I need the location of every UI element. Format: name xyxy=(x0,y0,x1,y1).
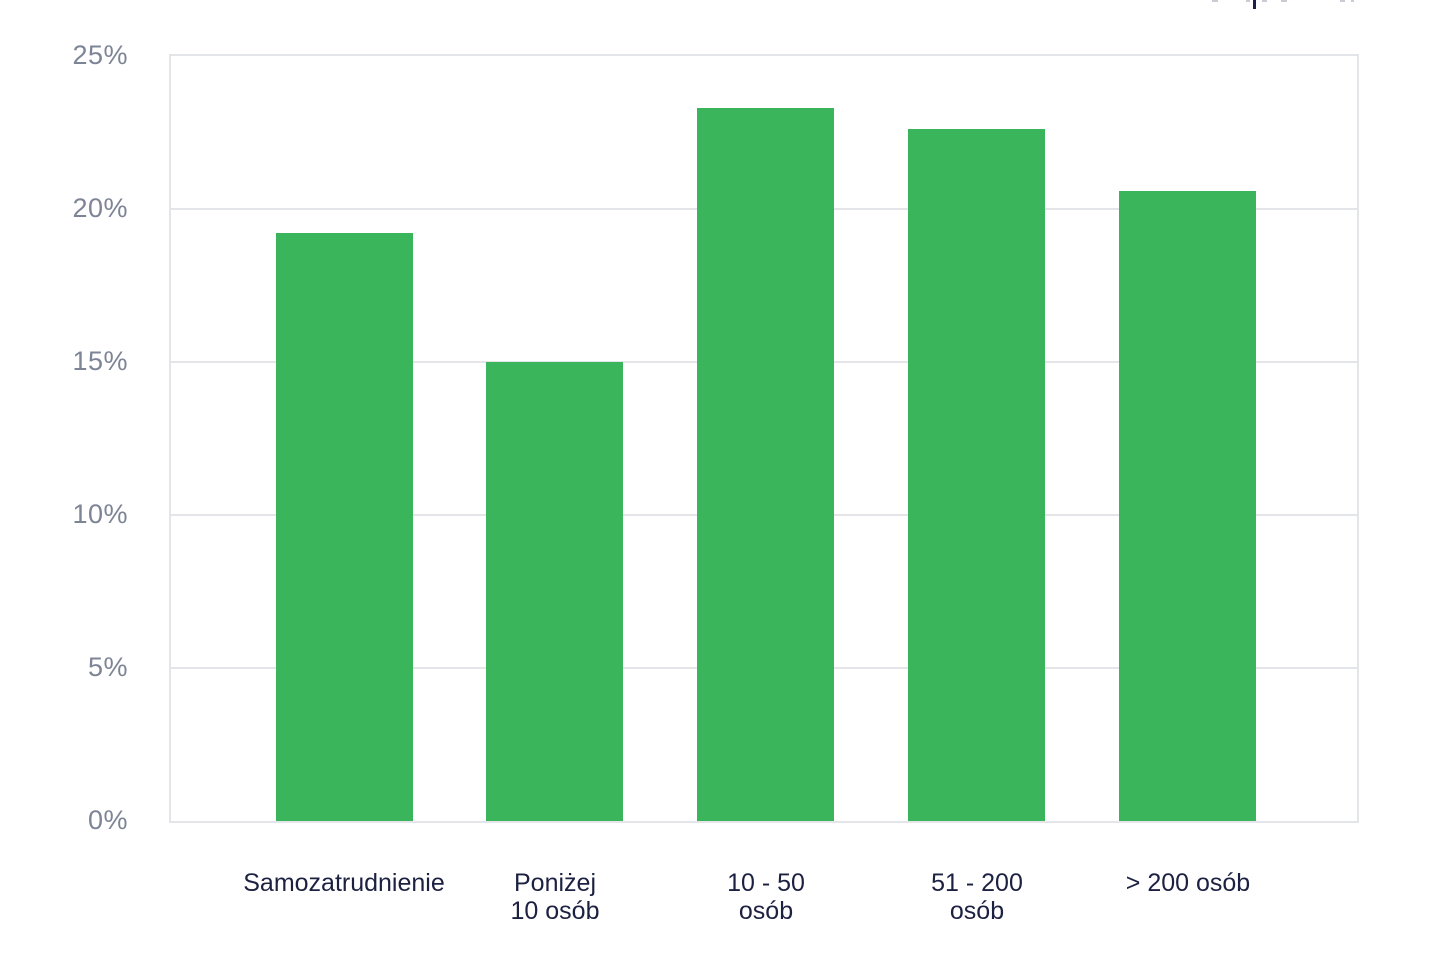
plot-area xyxy=(169,54,1359,823)
x-axis-category-label: 10 - 50 osób xyxy=(727,869,805,925)
bar-200-os-b[interactable] xyxy=(1119,191,1256,821)
clipped-glyph-mark xyxy=(1340,0,1345,2)
bar-51-200-os-b[interactable] xyxy=(908,129,1045,821)
clipped-glyph-mark xyxy=(1351,0,1354,2)
x-axis-category-label: Poniżej 10 osób xyxy=(510,869,600,925)
x-axis-category-label: 51 - 200 osób xyxy=(931,869,1023,925)
x-axis-category-label: Samozatrudnienie xyxy=(243,869,445,897)
y-axis-tick-label: 0% xyxy=(87,805,128,835)
y-axis-tick-label: 5% xyxy=(87,652,128,682)
y-axis-tick-label: 15% xyxy=(72,346,128,376)
y-axis-tick-label: 10% xyxy=(72,499,128,529)
clipped-glyph-mark xyxy=(1262,0,1267,2)
clipped-glyph-mark xyxy=(1281,0,1287,2)
clipped-glyph-mark xyxy=(1246,0,1250,2)
x-axis-category-label: > 200 osób xyxy=(1125,869,1251,897)
bar-samozatrudnienie[interactable] xyxy=(276,233,413,821)
y-axis-tick-label: 25% xyxy=(72,40,128,70)
y-axis-tick-label: 20% xyxy=(72,193,128,223)
clipped-glyph-mark xyxy=(1212,0,1218,2)
bar-poni-ej-10-os-b[interactable] xyxy=(486,362,623,821)
bar-10-50-os-b[interactable] xyxy=(697,108,834,821)
clipped-glyph-descender xyxy=(1253,0,1256,9)
